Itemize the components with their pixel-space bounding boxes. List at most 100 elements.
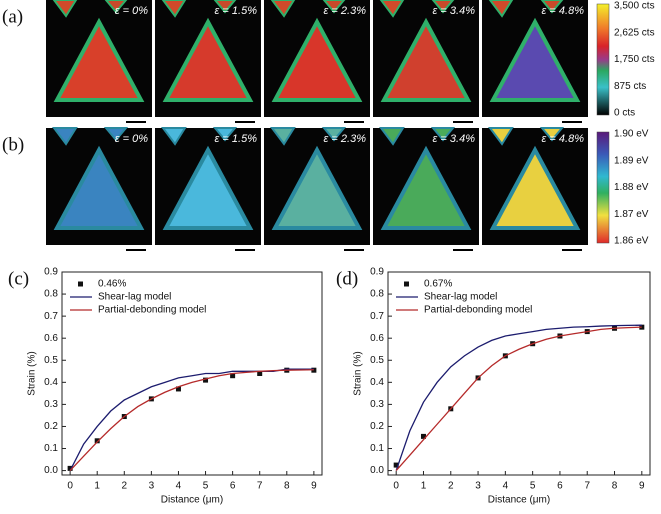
y-tick-label: 0.9 — [370, 267, 384, 278]
x-tick-label: 8 — [612, 481, 618, 492]
flake-small — [539, 127, 565, 142]
model-curve — [69, 369, 314, 472]
flake-small — [161, 0, 187, 18]
data-point — [67, 465, 73, 471]
y-tick-label: 0.7 — [370, 311, 384, 322]
flake-small — [488, 127, 514, 146]
y-tick-label: 0.5 — [370, 355, 384, 366]
panel-label: (d) — [336, 268, 358, 289]
x-tick-label: 2 — [122, 481, 128, 492]
y-tick-label: 0.3 — [44, 399, 58, 410]
flake — [380, 145, 472, 230]
flake-small — [430, 127, 456, 142]
y-tick-label: 0.1 — [44, 443, 58, 454]
colorbar-label: 2,625 cts — [614, 27, 655, 38]
y-tick-label: 0.2 — [44, 421, 58, 432]
flake — [53, 17, 145, 102]
model-curve — [395, 326, 642, 472]
x-tick-label: 6 — [557, 481, 563, 492]
x-tick-label: 9 — [639, 481, 645, 492]
data-point — [639, 324, 645, 330]
strain-label: ε = 4.8% — [542, 5, 585, 17]
y-tick-label: 0.1 — [370, 443, 384, 454]
strain-label: ε = 3.4% — [433, 133, 476, 145]
panel-label: (b) — [2, 134, 24, 155]
colorbar-label: 1.89 eV — [614, 155, 649, 166]
legend-label: Partial-debonding model — [98, 305, 206, 316]
colorbar — [596, 131, 610, 244]
x-axis-label: Distance (μm) — [161, 495, 223, 506]
x-tick-label: 2 — [448, 481, 454, 492]
flake-small — [103, 127, 129, 142]
strain-label: ε = 3.4% — [433, 5, 476, 17]
y-tick-label: 0.0 — [44, 465, 58, 476]
colorbar-label: 1.86 eV — [614, 236, 649, 247]
flake — [162, 145, 254, 230]
strain-label: ε = 4.8% — [542, 133, 585, 145]
y-tick-label: 0.9 — [44, 267, 58, 278]
flake — [380, 17, 472, 102]
legend-marker — [78, 281, 83, 287]
flake-small — [161, 127, 187, 146]
flake-small — [270, 0, 296, 18]
panel-label: (c) — [8, 268, 29, 289]
colorbar-label: 1,750 cts — [614, 54, 655, 65]
legend-label: Partial-debonding model — [424, 305, 532, 316]
y-axis-label: Strain (%) — [353, 351, 364, 395]
x-tick-label: 7 — [584, 481, 590, 492]
y-tick-label: 0.8 — [44, 289, 58, 300]
legend-label: Shear-lag model — [98, 292, 171, 303]
x-tick-label: 1 — [421, 481, 427, 492]
image-panels: (a) ε = 0% ε = 1.5% ε = 2.3% ε = 3.4% ε = 4.8… — [2, 0, 655, 251]
x-axis-label: Distance (μm) — [488, 495, 550, 506]
flake-small — [270, 127, 296, 146]
colorbar — [596, 3, 610, 116]
flake-small — [379, 0, 405, 18]
charts: (c) 0 1 2 3 4 5 6 7 8 9 0.0 0.1 0.2 0.3 0.4 0.5 0.6 0.7 0.8… — [8, 267, 651, 506]
x-tick-label: 6 — [230, 481, 236, 492]
flake-small — [540, 0, 564, 14]
flake — [162, 17, 254, 102]
legend-label: 0.67% — [424, 279, 452, 290]
flake — [271, 145, 363, 230]
panel-label: (a) — [2, 6, 23, 27]
colorbar-label: 875 cts — [614, 81, 646, 92]
x-tick-label: 0 — [67, 481, 73, 492]
colorbar-label: 0 cts — [614, 108, 635, 119]
y-tick-label: 0.6 — [44, 333, 58, 344]
data-point — [393, 462, 399, 468]
y-tick-label: 0.5 — [44, 355, 58, 366]
y-tick-label: 0.4 — [44, 377, 58, 388]
model-curve — [69, 368, 314, 471]
flake-small — [379, 127, 405, 146]
flake — [489, 145, 581, 230]
flake — [489, 17, 581, 102]
y-tick-label: 0.6 — [370, 333, 384, 344]
strain-label: ε = 2.3% — [324, 133, 367, 145]
colorbar-label: 1.88 eV — [614, 182, 649, 193]
x-tick-label: 5 — [530, 481, 536, 492]
x-tick-label: 9 — [311, 481, 317, 492]
x-tick-label: 1 — [94, 481, 100, 492]
flake-small — [104, 0, 128, 14]
x-tick-label: 5 — [203, 481, 209, 492]
data-point — [175, 386, 181, 392]
plot-frame — [387, 271, 651, 476]
strain-label: ε = 1.5% — [215, 5, 258, 17]
y-tick-label: 0.3 — [370, 399, 384, 410]
x-tick-label: 3 — [475, 481, 481, 492]
flake-small — [322, 0, 346, 14]
x-tick-label: 4 — [176, 481, 182, 492]
legend-label: Shear-lag model — [424, 292, 497, 303]
flake-small — [488, 0, 514, 18]
y-tick-label: 0.2 — [370, 421, 384, 432]
flake — [53, 145, 145, 230]
data-point — [257, 371, 263, 376]
flake-small — [52, 127, 78, 146]
strain-label: ε = 1.5% — [215, 133, 258, 145]
data-point — [230, 373, 236, 379]
y-tick-label: 0.0 — [370, 465, 384, 476]
x-tick-label: 7 — [257, 481, 263, 492]
plot-frame — [61, 271, 323, 476]
